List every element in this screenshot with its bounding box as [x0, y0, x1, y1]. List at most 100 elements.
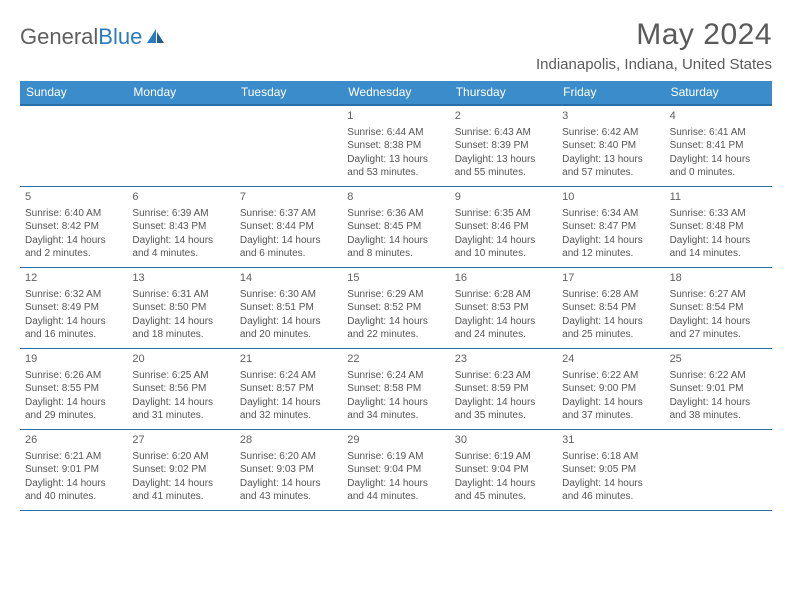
sunset-text: Sunset: 8:48 PM	[670, 220, 767, 234]
day-number: 10	[562, 190, 659, 205]
sunset-text: Sunset: 8:49 PM	[25, 301, 122, 315]
sunset-text: Sunset: 8:56 PM	[132, 382, 229, 396]
day-number: 1	[347, 109, 444, 124]
daylight-text: Daylight: 14 hours and 44 minutes.	[347, 477, 444, 504]
sunset-text: Sunset: 8:54 PM	[670, 301, 767, 315]
logo-text-2: Blue	[98, 24, 142, 50]
day-number: 12	[25, 271, 122, 286]
weekday-label: Tuesday	[235, 81, 342, 104]
day-number: 3	[562, 109, 659, 124]
sunrise-text: Sunrise: 6:20 AM	[240, 450, 337, 464]
day-cell	[20, 106, 127, 186]
day-number: 11	[670, 190, 767, 205]
daylight-text: Daylight: 14 hours and 16 minutes.	[25, 315, 122, 342]
day-cell: 24Sunrise: 6:22 AMSunset: 9:00 PMDayligh…	[557, 349, 664, 429]
sunrise-text: Sunrise: 6:41 AM	[670, 126, 767, 140]
day-cell	[235, 106, 342, 186]
daylight-text: Daylight: 14 hours and 12 minutes.	[562, 234, 659, 261]
day-number: 16	[455, 271, 552, 286]
day-number: 9	[455, 190, 552, 205]
day-cell: 17Sunrise: 6:28 AMSunset: 8:54 PMDayligh…	[557, 268, 664, 348]
day-number: 26	[25, 433, 122, 448]
sunrise-text: Sunrise: 6:32 AM	[25, 288, 122, 302]
day-cell: 15Sunrise: 6:29 AMSunset: 8:52 PMDayligh…	[342, 268, 449, 348]
sunrise-text: Sunrise: 6:24 AM	[240, 369, 337, 383]
day-number: 13	[132, 271, 229, 286]
sunset-text: Sunset: 9:01 PM	[25, 463, 122, 477]
sunset-text: Sunset: 8:52 PM	[347, 301, 444, 315]
sail-icon	[145, 25, 167, 51]
sunset-text: Sunset: 8:46 PM	[455, 220, 552, 234]
day-number: 19	[25, 352, 122, 367]
weekday-label: Saturday	[665, 81, 772, 104]
sunrise-text: Sunrise: 6:30 AM	[240, 288, 337, 302]
day-cell	[665, 430, 772, 510]
weeks-container: 1Sunrise: 6:44 AMSunset: 8:38 PMDaylight…	[20, 106, 772, 511]
sunrise-text: Sunrise: 6:28 AM	[562, 288, 659, 302]
daylight-text: Daylight: 14 hours and 20 minutes.	[240, 315, 337, 342]
daylight-text: Daylight: 14 hours and 4 minutes.	[132, 234, 229, 261]
day-cell: 5Sunrise: 6:40 AMSunset: 8:42 PMDaylight…	[20, 187, 127, 267]
day-number: 21	[240, 352, 337, 367]
day-cell: 28 Sunrise: 6:20 AMSunset: 9:03 PMDayligh…	[235, 430, 342, 510]
sunrise-text: Sunrise: 6:40 AM	[25, 207, 122, 221]
daylight-text: Daylight: 14 hours and 38 minutes.	[670, 396, 767, 423]
weekday-label: Monday	[127, 81, 234, 104]
week-row: 1Sunrise: 6:44 AMSunset: 8:38 PMDaylight…	[20, 106, 772, 187]
sunset-text: Sunset: 9:00 PM	[562, 382, 659, 396]
daylight-text: Daylight: 13 hours and 53 minutes.	[347, 153, 444, 180]
daylight-text: Daylight: 14 hours and 0 minutes.	[670, 153, 767, 180]
day-number: 2	[455, 109, 552, 124]
day-cell: 11Sunrise: 6:33 AMSunset: 8:48 PMDayligh…	[665, 187, 772, 267]
day-cell: 2Sunrise: 6:43 AMSunset: 8:39 PMDaylight…	[450, 106, 557, 186]
sunrise-text: Sunrise: 6:21 AM	[25, 450, 122, 464]
daylight-text: Daylight: 14 hours and 6 minutes.	[240, 234, 337, 261]
day-cell: 30Sunrise: 6:19 AMSunset: 9:04 PMDayligh…	[450, 430, 557, 510]
daylight-text: Daylight: 14 hours and 40 minutes.	[25, 477, 122, 504]
day-number: 20	[132, 352, 229, 367]
day-number: 14	[240, 271, 337, 286]
daylight-text: Daylight: 14 hours and 37 minutes.	[562, 396, 659, 423]
day-cell: 27Sunrise: 6:20 AMSunset: 9:02 PMDayligh…	[127, 430, 234, 510]
sunset-text: Sunset: 9:03 PM	[240, 463, 337, 477]
daylight-text: Daylight: 14 hours and 31 minutes.	[132, 396, 229, 423]
sunrise-text: Sunrise: 6:31 AM	[132, 288, 229, 302]
day-cell: 29Sunrise: 6:19 AMSunset: 9:04 PMDayligh…	[342, 430, 449, 510]
sunrise-text: Sunrise: 6:24 AM	[347, 369, 444, 383]
daylight-text: Daylight: 14 hours and 34 minutes.	[347, 396, 444, 423]
calendar: SundayMondayTuesdayWednesdayThursdayFrid…	[20, 81, 772, 511]
sunrise-text: Sunrise: 6:36 AM	[347, 207, 444, 221]
sunrise-text: Sunrise: 6:22 AM	[562, 369, 659, 383]
day-number: 25	[670, 352, 767, 367]
daylight-text: Daylight: 14 hours and 22 minutes.	[347, 315, 444, 342]
day-cell: 19Sunrise: 6:26 AMSunset: 8:55 PMDayligh…	[20, 349, 127, 429]
day-cell: 14Sunrise: 6:30 AMSunset: 8:51 PMDayligh…	[235, 268, 342, 348]
daylight-text: Daylight: 14 hours and 41 minutes.	[132, 477, 229, 504]
day-number: 28	[240, 433, 337, 448]
sunrise-text: Sunrise: 6:29 AM	[347, 288, 444, 302]
sunrise-text: Sunrise: 6:18 AM	[562, 450, 659, 464]
daylight-text: Daylight: 14 hours and 43 minutes.	[240, 477, 337, 504]
day-number: 23	[455, 352, 552, 367]
sunset-text: Sunset: 8:54 PM	[562, 301, 659, 315]
sunrise-text: Sunrise: 6:26 AM	[25, 369, 122, 383]
day-number: 22	[347, 352, 444, 367]
day-cell: 25Sunrise: 6:22 AMSunset: 9:01 PMDayligh…	[665, 349, 772, 429]
sunset-text: Sunset: 8:43 PM	[132, 220, 229, 234]
sunset-text: Sunset: 9:04 PM	[347, 463, 444, 477]
week-row: 26Sunrise: 6:21 AMSunset: 9:01 PMDayligh…	[20, 430, 772, 511]
sunset-text: Sunset: 8:38 PM	[347, 139, 444, 153]
sunrise-text: Sunrise: 6:33 AM	[670, 207, 767, 221]
sunset-text: Sunset: 8:41 PM	[670, 139, 767, 153]
day-cell: 12 Sunrise: 6:32 AMSunset: 8:49 PMDayligh…	[20, 268, 127, 348]
sunrise-text: Sunrise: 6:19 AM	[455, 450, 552, 464]
day-cell: 13Sunrise: 6:31 AMSunset: 8:50 PMDayligh…	[127, 268, 234, 348]
sunrise-text: Sunrise: 6:37 AM	[240, 207, 337, 221]
sunrise-text: Sunrise: 6:19 AM	[347, 450, 444, 464]
day-number: 31	[562, 433, 659, 448]
month-title: May 2024	[536, 18, 772, 52]
day-cell: 7Sunrise: 6:37 AMSunset: 8:44 PMDaylight…	[235, 187, 342, 267]
daylight-text: Daylight: 14 hours and 27 minutes.	[670, 315, 767, 342]
sunset-text: Sunset: 8:39 PM	[455, 139, 552, 153]
sunrise-text: Sunrise: 6:43 AM	[455, 126, 552, 140]
